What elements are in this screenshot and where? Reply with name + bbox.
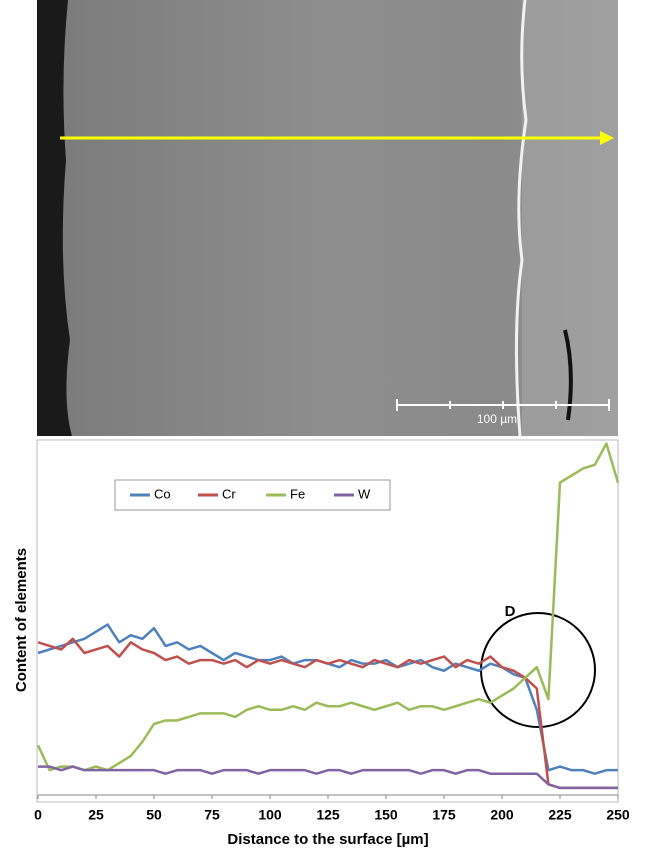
y-axis-label: Content of elements <box>13 548 30 692</box>
x-tick-label: 225 <box>548 807 572 823</box>
x-axis-label: Distance to the surface [µm] <box>227 831 428 848</box>
x-tick-label: 125 <box>316 807 340 823</box>
annotation: D <box>505 603 516 620</box>
legend-label: W <box>358 486 371 501</box>
x-tick-label: 150 <box>374 807 398 823</box>
x-tick-label: 50 <box>146 807 162 823</box>
x-tick-label: 100 <box>258 807 282 823</box>
x-tick-label: 175 <box>432 807 456 823</box>
x-tick-label: 200 <box>490 807 514 823</box>
x-tick-label: 75 <box>204 807 220 823</box>
x-tick-label: 250 <box>606 807 630 823</box>
sem-image: 100 µm <box>37 0 618 436</box>
scale-bar-label: 100 µm <box>477 412 517 426</box>
x-tick-label: 0 <box>34 807 42 823</box>
figure: 100 µm D Content of elements Distance to… <box>0 0 646 852</box>
legend-label: Co <box>154 486 171 501</box>
x-tick-label: 25 <box>88 807 104 823</box>
legend-label: Cr <box>222 486 236 501</box>
legend-label: Fe <box>290 486 305 501</box>
